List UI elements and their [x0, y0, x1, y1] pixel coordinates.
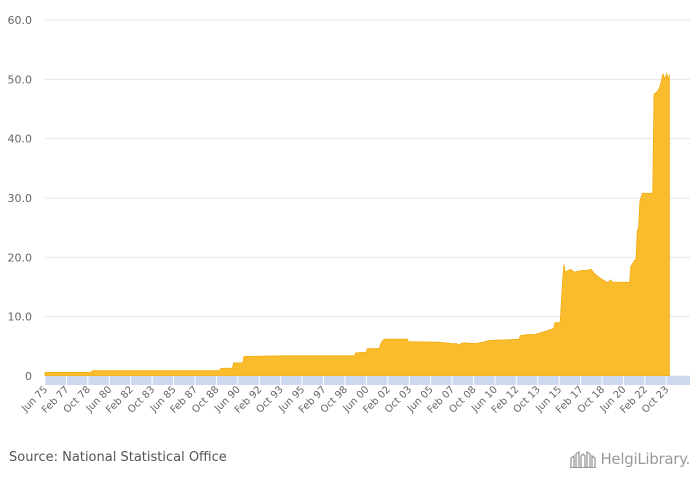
- source-note: Source: National Statistical Office: [9, 450, 227, 465]
- y-tick-label: 0: [25, 370, 32, 383]
- y-tick-label: 30.0: [8, 192, 33, 205]
- library-building-icon: [570, 450, 597, 468]
- series-area: [44, 72, 670, 377]
- brand-name: HelgiLibrary.: [600, 450, 690, 468]
- y-axis-ticks: 0 10.0 20.0 30.0 40.0 50.0 60.0: [8, 14, 33, 383]
- gridlines: [45, 19, 690, 377]
- y-tick-label: 60.0: [8, 14, 33, 27]
- x-axis-band: [45, 376, 690, 385]
- series-area-layer: [44, 72, 670, 377]
- y-tick-label: 20.0: [8, 251, 33, 264]
- y-tick-label: 10.0: [8, 311, 33, 324]
- y-tick-label: 40.0: [8, 133, 33, 146]
- y-tick-label: 50.0: [8, 73, 33, 86]
- brand-logo: HelgiLibrary.: [570, 448, 690, 470]
